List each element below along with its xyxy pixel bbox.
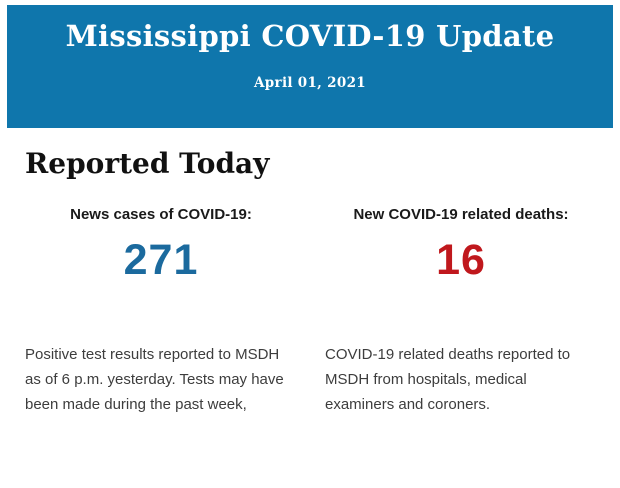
report-section: Reported Today News cases of COVID-19: 2… [0, 146, 620, 417]
banner-title: Mississippi COVID-19 Update [65, 19, 555, 53]
stat-related-deaths: New COVID-19 related deaths: 16 COVID-19… [325, 206, 597, 417]
header-banner: Mississippi COVID-19 Update April 01, 20… [7, 5, 613, 128]
stat-new-cases: News cases of COVID-19: 271 Positive tes… [25, 206, 297, 417]
related-deaths-label: New COVID-19 related deaths: [353, 206, 569, 223]
banner-date: April 01, 2021 [254, 74, 366, 91]
report-heading: Reported Today [25, 147, 270, 180]
new-cases-value: 271 [123, 236, 199, 284]
new-cases-label: News cases of COVID-19: [70, 206, 252, 223]
related-deaths-description: COVID-19 related deaths reported to MSDH… [325, 346, 571, 413]
new-cases-description: Positive test results reported to MSDH a… [25, 346, 284, 413]
stats-grid: News cases of COVID-19: 271 Positive tes… [25, 206, 597, 417]
related-deaths-value: 16 [436, 236, 486, 284]
